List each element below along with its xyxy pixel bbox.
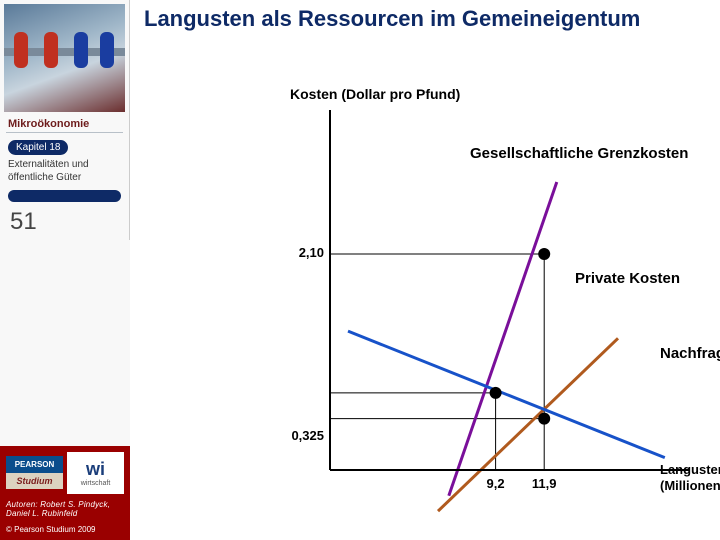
chapter-title: Externalitäten und öffentliche Güter bbox=[4, 155, 125, 186]
page-title: Langusten als Ressourcen im Gemeineigent… bbox=[144, 6, 710, 31]
series-label: Gesellschaftliche Grenzkosten bbox=[470, 145, 688, 162]
slide-number: 51 bbox=[4, 202, 125, 236]
authors: Autoren: Robert S. Pindyck, Daniel L. Ru… bbox=[6, 500, 124, 519]
logo-pearson-bot: Studium bbox=[6, 473, 63, 489]
subject-label: Mikroökonomie bbox=[4, 112, 125, 132]
x-tick-label: 11,9 bbox=[524, 476, 564, 491]
divider-blue bbox=[8, 190, 121, 202]
chapter-pill: Kapitel 18 bbox=[8, 140, 68, 155]
economics-chart: Kosten (Dollar pro Pfund)2,100,3259,211,… bbox=[290, 90, 720, 530]
logo-wi-text: wi bbox=[86, 459, 105, 480]
copyright: © Pearson Studium 2009 bbox=[6, 525, 124, 534]
main-content: Langusten als Ressourcen im Gemeineigent… bbox=[130, 0, 720, 540]
divider bbox=[6, 132, 123, 133]
logo-pearson: PEARSON Studium bbox=[6, 452, 63, 494]
series-label: Nachfrage bbox=[660, 345, 720, 362]
sidebar-footer: PEARSON Studium wi wirtschaft Autoren: R… bbox=[0, 446, 130, 540]
series-label: Private Kosten bbox=[575, 270, 680, 287]
y-tick-label: 0,325 bbox=[278, 428, 324, 443]
series-line bbox=[348, 331, 665, 458]
x-axis-title: Langustenfang(Millionen Pfund) bbox=[660, 462, 720, 493]
sidebar: Mikroökonomie Kapitel 18 Externalitäten … bbox=[0, 0, 130, 540]
logo-wi: wi wirtschaft bbox=[67, 452, 124, 494]
logo-wi-sub: wirtschaft bbox=[81, 480, 111, 487]
y-tick-label: 2,10 bbox=[278, 245, 324, 260]
sidebar-top: Mikroökonomie Kapitel 18 Externalitäten … bbox=[0, 0, 130, 240]
logo-row: PEARSON Studium wi wirtschaft bbox=[6, 452, 124, 494]
logo-pearson-top: PEARSON bbox=[6, 456, 63, 473]
thumbnail-image bbox=[4, 4, 125, 112]
y-axis-title: Kosten (Dollar pro Pfund) bbox=[290, 86, 460, 102]
x-tick-label: 9,2 bbox=[476, 476, 516, 491]
